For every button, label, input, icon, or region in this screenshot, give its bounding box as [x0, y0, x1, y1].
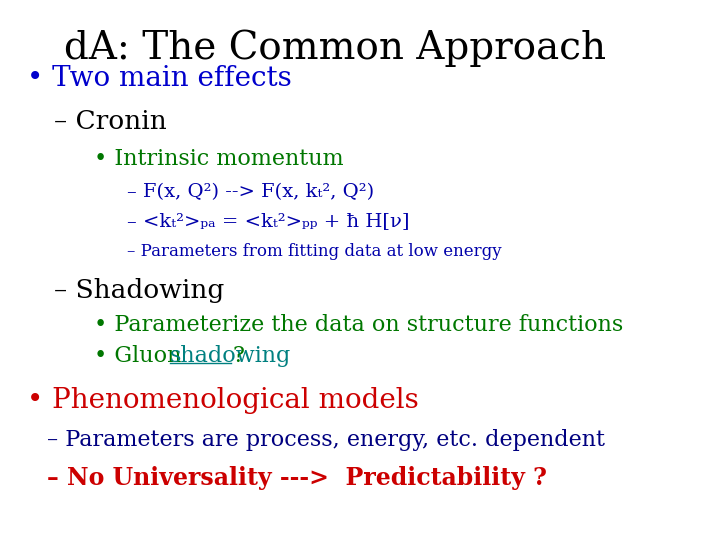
Text: • Gluon: • Gluon [94, 346, 189, 367]
Text: – Cronin: – Cronin [54, 109, 166, 134]
Text: – No Universality --->  Predictability ?: – No Universality ---> Predictability ? [47, 466, 547, 490]
Text: – Shadowing: – Shadowing [54, 278, 224, 303]
Text: • Intrinsic momentum: • Intrinsic momentum [94, 148, 343, 170]
Text: dA: The Common Approach: dA: The Common Approach [64, 30, 606, 67]
Text: – F(x, Q²) --> F(x, kₜ², Q²): – F(x, Q²) --> F(x, kₜ², Q²) [127, 183, 374, 201]
Text: shadowing: shadowing [170, 346, 291, 367]
Text: ?: ? [233, 346, 245, 367]
Text: • Phenomenological models: • Phenomenological models [27, 387, 418, 414]
Text: – <kₜ²>ₚₐ = <kₜ²>ₚₚ + ħ H[ν]: – <kₜ²>ₚₐ = <kₜ²>ₚₚ + ħ H[ν] [127, 212, 410, 231]
Text: • Parameterize the data on structure functions: • Parameterize the data on structure fun… [94, 314, 623, 336]
Text: • Two main effects: • Two main effects [27, 65, 292, 92]
Text: – Parameters are process, energy, etc. dependent: – Parameters are process, energy, etc. d… [47, 429, 605, 451]
Text: – Parameters from fitting data at low energy: – Parameters from fitting data at low en… [127, 242, 502, 260]
